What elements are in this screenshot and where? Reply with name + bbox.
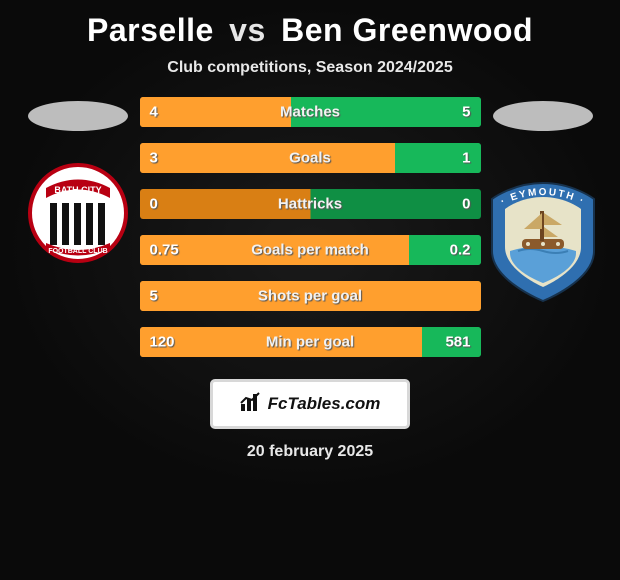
weymouth-crest-icon: · EYMOUTH ·	[488, 181, 598, 303]
left-crest-wrap: BATH CITY FOOTBALL CLUB	[28, 163, 128, 263]
svg-text:BATH CITY: BATH CITY	[54, 185, 101, 195]
stat-row: 5 Shots per goal	[140, 281, 481, 311]
stat-value-right: 1	[462, 150, 470, 167]
page-title: Parselle vs Ben Greenwood	[87, 12, 533, 49]
svg-text:FOOTBALL CLUB: FOOTBALL CLUB	[48, 248, 107, 255]
stat-fill-left	[140, 143, 396, 173]
stat-value-right: 581	[445, 334, 470, 351]
chart-icon	[240, 392, 262, 417]
stat-row: 3 1 Goals	[140, 143, 481, 173]
stat-value-left: 0	[150, 196, 158, 213]
stat-label: Goals per match	[251, 242, 369, 259]
right-ellipse	[493, 101, 593, 131]
stat-label: Shots per goal	[258, 288, 362, 305]
fctables-label: FcTables.com	[268, 394, 381, 414]
player-comparison-card: Parselle vs Ben Greenwood Club competiti…	[0, 0, 620, 495]
stat-value-right: 0.2	[450, 242, 471, 259]
stat-row: 0.75 0.2 Goals per match	[140, 235, 481, 265]
stat-value-left: 3	[150, 150, 158, 167]
stat-value-left: 0.75	[150, 242, 179, 259]
stat-row: 0 0 Hattricks	[140, 189, 481, 219]
stats-column: 4 5 Matches 3 1 Goals 0 0 Hattricks 0.75 0.2 Goals …	[138, 97, 483, 357]
stat-value-right: 0	[462, 196, 470, 213]
stat-label: Hattricks	[278, 196, 342, 213]
right-crest-wrap: · EYMOUTH ·	[488, 181, 598, 303]
left-ellipse	[28, 101, 128, 131]
right-side: · EYMOUTH ·	[483, 97, 603, 303]
stat-value-left: 120	[150, 334, 175, 351]
stat-fill-left	[140, 97, 291, 127]
comparison-body: BATH CITY FOOTBALL CLUB 4 5 Matches 3 1 Goals…	[0, 97, 620, 357]
left-side: BATH CITY FOOTBALL CLUB	[18, 97, 138, 263]
fctables-badge[interactable]: FcTables.com	[210, 379, 410, 429]
stat-label: Min per goal	[266, 334, 354, 351]
stat-value-right: 5	[462, 104, 470, 121]
player1-name: Parselle	[87, 12, 214, 48]
player2-name: Ben Greenwood	[281, 12, 533, 48]
date-label: 20 february 2025	[247, 443, 373, 461]
stat-row: 120 581 Min per goal	[140, 327, 481, 357]
stat-label: Matches	[280, 104, 340, 121]
stat-value-left: 5	[150, 288, 158, 305]
vs-label: vs	[229, 12, 266, 48]
stat-row: 4 5 Matches	[140, 97, 481, 127]
stat-value-left: 4	[150, 104, 158, 121]
stat-label: Goals	[289, 150, 331, 167]
subtitle: Club competitions, Season 2024/2025	[167, 59, 452, 77]
bath-city-crest-icon: BATH CITY FOOTBALL CLUB	[28, 163, 128, 263]
